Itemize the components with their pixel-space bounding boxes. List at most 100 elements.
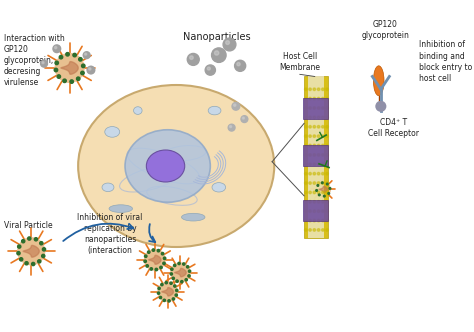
Circle shape (304, 107, 307, 109)
Circle shape (329, 188, 331, 189)
Circle shape (229, 125, 232, 127)
Circle shape (326, 154, 328, 156)
Ellipse shape (134, 107, 142, 115)
Circle shape (326, 88, 328, 91)
Circle shape (232, 103, 240, 110)
Circle shape (304, 201, 307, 203)
Circle shape (242, 117, 245, 119)
Circle shape (309, 210, 311, 212)
Text: CD4⁺ T
Cell Receptor: CD4⁺ T Cell Receptor (368, 118, 419, 138)
Circle shape (81, 71, 84, 75)
Circle shape (313, 172, 316, 175)
Circle shape (316, 182, 330, 197)
Circle shape (304, 172, 307, 175)
Text: GP120
glycoprotein: GP120 glycoprotein (361, 20, 409, 40)
Polygon shape (23, 245, 39, 257)
Circle shape (321, 163, 324, 166)
Circle shape (309, 135, 311, 137)
Circle shape (309, 144, 311, 147)
Text: Interaction with
GP120
glycoprotein,
decresing
virulense: Interaction with GP120 glycoprotein, dec… (3, 34, 64, 87)
Circle shape (326, 229, 328, 231)
Circle shape (304, 88, 307, 91)
Circle shape (309, 88, 311, 91)
Circle shape (317, 182, 320, 184)
Circle shape (326, 210, 328, 212)
Circle shape (304, 116, 307, 119)
Circle shape (326, 107, 328, 109)
Circle shape (79, 57, 82, 61)
Circle shape (319, 194, 320, 196)
Circle shape (147, 251, 150, 253)
Circle shape (83, 52, 90, 58)
Circle shape (55, 61, 58, 65)
Circle shape (173, 285, 176, 287)
Circle shape (63, 79, 66, 83)
Circle shape (304, 97, 307, 100)
Circle shape (171, 263, 190, 282)
Circle shape (309, 116, 311, 119)
Circle shape (309, 219, 311, 222)
Circle shape (73, 53, 76, 57)
Circle shape (59, 55, 63, 59)
Circle shape (27, 237, 31, 240)
Circle shape (316, 190, 318, 191)
Ellipse shape (102, 183, 114, 192)
Circle shape (234, 104, 236, 106)
Ellipse shape (212, 183, 226, 192)
Circle shape (375, 101, 386, 112)
Text: Host Cell
Membrane: Host Cell Membrane (279, 52, 320, 72)
Circle shape (317, 191, 320, 194)
Circle shape (181, 281, 183, 283)
Circle shape (321, 172, 324, 175)
Text: Viral Particle: Viral Particle (3, 221, 52, 230)
Circle shape (317, 172, 320, 175)
Circle shape (309, 172, 311, 175)
Circle shape (82, 64, 85, 68)
Circle shape (175, 294, 177, 296)
Circle shape (317, 229, 320, 231)
Circle shape (326, 97, 328, 100)
Circle shape (326, 219, 328, 222)
Circle shape (237, 62, 240, 66)
Circle shape (313, 154, 316, 156)
Circle shape (87, 66, 95, 74)
Circle shape (313, 182, 316, 184)
Circle shape (321, 154, 324, 156)
Circle shape (176, 289, 178, 291)
Circle shape (170, 273, 173, 275)
Circle shape (22, 240, 25, 243)
Circle shape (76, 77, 80, 80)
Circle shape (321, 182, 324, 184)
Circle shape (321, 97, 324, 100)
Circle shape (317, 125, 320, 128)
Circle shape (157, 249, 160, 252)
Circle shape (321, 191, 324, 194)
Circle shape (241, 116, 248, 123)
Circle shape (53, 45, 61, 52)
Circle shape (321, 201, 324, 203)
Circle shape (317, 88, 320, 91)
Circle shape (178, 262, 180, 265)
Circle shape (304, 144, 307, 147)
Circle shape (146, 265, 148, 267)
Circle shape (321, 144, 324, 147)
Circle shape (317, 163, 320, 166)
Circle shape (304, 135, 307, 137)
Circle shape (66, 52, 69, 56)
Circle shape (309, 107, 311, 109)
Circle shape (89, 68, 91, 70)
Circle shape (309, 201, 311, 203)
Ellipse shape (208, 106, 221, 115)
Text: Inhibition of viral
replication by
nanoparticles
(interaction: Inhibition of viral replication by nanop… (77, 213, 143, 255)
Circle shape (187, 53, 199, 65)
Circle shape (309, 97, 311, 100)
Circle shape (326, 172, 328, 175)
Circle shape (54, 68, 58, 72)
Circle shape (317, 144, 320, 147)
Circle shape (34, 238, 37, 241)
Circle shape (190, 56, 193, 59)
Circle shape (170, 282, 172, 284)
Circle shape (176, 280, 178, 282)
Circle shape (321, 182, 323, 184)
Circle shape (163, 299, 165, 301)
